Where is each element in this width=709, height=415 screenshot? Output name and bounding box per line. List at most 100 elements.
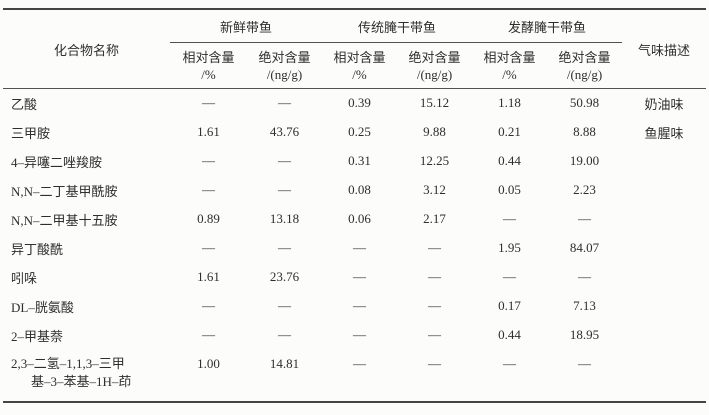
compound-name-cell: N,N–二丁基甲酰胺: [11, 183, 118, 199]
value-cell: 0.44: [498, 327, 521, 342]
odor-cell: [622, 292, 706, 321]
value-cell: 0.08: [348, 182, 371, 197]
table-row: N,N–二丁基甲酰胺 — — 0.08 3.12 0.05 2.23: [3, 176, 706, 205]
value-cell: —: [278, 153, 291, 168]
value-cell: 15.12: [397, 88, 473, 118]
value-cell: —: [278, 240, 291, 255]
sub-header-unit: /%: [502, 66, 517, 82]
value-cell: —: [278, 327, 291, 342]
value-cell: —: [353, 240, 367, 255]
value-cell: 1.95: [498, 240, 521, 255]
table-row: 乙酸 — — 0.39 15.12 1.18 50.98 奶油味: [3, 88, 707, 118]
sub-header-label: 相对含量: [333, 49, 386, 65]
compound-name-cell: N,N–二甲基十五胺: [11, 212, 118, 228]
sub-header-label: 相对含量: [483, 49, 536, 65]
odor-cell: 鱼腥味: [644, 125, 684, 141]
value-cell: 0.89: [197, 211, 220, 226]
column-header-fermented-absolute: 绝对含量 /(ng/g): [547, 43, 622, 89]
value-cell: —: [428, 298, 442, 313]
value-cell: —: [278, 182, 291, 197]
value-cell: —: [202, 182, 215, 197]
sub-header-label: 绝对含量: [408, 49, 461, 65]
table-row: 2,3–二氢–1,1,3–三甲 基–3–苯基–1H–茚 1.00 14.81 —…: [3, 350, 706, 402]
sub-header-unit: /(ng/g): [566, 66, 603, 82]
sub-header-unit: /(ng/g): [266, 66, 303, 82]
value-cell: 19.00: [569, 153, 600, 168]
value-cell: —: [578, 355, 592, 371]
odor-cell: [622, 205, 706, 234]
value-cell: 0.17: [498, 298, 521, 313]
value-cell: —: [578, 211, 592, 226]
value-cell: 2.17: [423, 211, 446, 226]
column-header-odor: 气味描述: [638, 42, 691, 58]
compound-name-cell: DL–胱氨酸: [11, 299, 74, 315]
value-cell: 13.18: [269, 211, 300, 226]
odor-cell: [622, 321, 706, 350]
compound-name-cell: 4–异噻二唑羧胺: [11, 154, 103, 170]
value-cell: 0.05: [498, 182, 521, 197]
value-cell: —: [202, 153, 215, 168]
odor-cell: [622, 234, 706, 263]
value-cell: 2.23: [573, 182, 596, 197]
value-cell: —: [428, 327, 442, 342]
table-row: 2–甲基萘 — — — — 0.44 18.95: [3, 321, 706, 350]
value-cell: 84.07: [569, 240, 600, 255]
value-cell: —: [353, 327, 367, 342]
value-cell: 43.76: [269, 124, 300, 139]
value-cell: 9.88: [423, 124, 446, 139]
odor-cell: [622, 263, 706, 292]
sub-header-label: 相对含量: [182, 49, 235, 65]
value-cell: 14.81: [269, 355, 300, 371]
column-header-traditional-absolute: 绝对含量 /(ng/g): [397, 43, 472, 89]
compound-name-line1: 2,3–二氢–1,1,3–三甲: [11, 355, 125, 371]
value-cell: —: [503, 355, 517, 371]
value-cell: 3.12: [423, 182, 446, 197]
value-cell: 23.76: [269, 269, 300, 284]
compound-content-table: 化合物名称 新鲜带鱼 传统腌干带鱼 发酵腌干带鱼 气味描述 相对含量 /% 绝对…: [3, 8, 707, 403]
value-cell: 7.13: [573, 298, 596, 313]
table-row: 三甲胺 1.61 43.76 0.25 9.88 0.21 8.88 鱼腥味: [3, 118, 706, 147]
sub-header-label: 绝对含量: [258, 49, 311, 65]
compound-name-cell: 吲哚: [11, 270, 38, 286]
value-cell: 0.31: [348, 153, 371, 168]
value-cell: —: [202, 240, 215, 255]
odor-cell: [622, 147, 706, 176]
table-row: N,N–二甲基十五胺 0.89 13.18 0.06 2.17 — —: [3, 205, 706, 234]
column-group-fermented: 发酵腌干带鱼: [472, 9, 623, 43]
value-cell: 8.88: [573, 124, 596, 139]
value-cell: —: [578, 269, 592, 284]
table-row: DL–胱氨酸 — — — — 0.17 7.13: [3, 292, 706, 321]
value-cell: —: [247, 88, 323, 118]
column-header-compound: 化合物名称: [53, 42, 119, 58]
odor-cell: 奶油味: [622, 88, 707, 118]
sub-header-label: 绝对含量: [558, 49, 611, 65]
column-header-fresh-relative: 相对含量 /%: [170, 43, 247, 89]
value-cell: —: [428, 240, 442, 255]
value-cell: 0.44: [498, 153, 521, 168]
value-cell: 0.06: [348, 211, 371, 226]
column-group-fresh: 新鲜带鱼: [170, 9, 323, 43]
value-cell: —: [353, 269, 367, 284]
value-cell: 12.25: [419, 153, 450, 168]
odor-cell: [622, 350, 706, 402]
value-cell: —: [353, 298, 367, 313]
table-row: 异丁酸酰 — — — — 1.95 84.07: [3, 234, 706, 263]
column-header-fermented-relative: 相对含量 /%: [472, 43, 547, 89]
value-cell: —: [278, 298, 291, 313]
group-header-row: 化合物名称 新鲜带鱼 传统腌干带鱼 发酵腌干带鱼 气味描述: [3, 9, 706, 58]
paper-table-page: 化合物名称 新鲜带鱼 传统腌干带鱼 发酵腌干带鱼 气味描述 相对含量 /% 绝对…: [0, 8, 709, 415]
value-cell: —: [353, 355, 367, 371]
value-cell: 1.00: [197, 355, 220, 371]
value-cell: —: [503, 269, 517, 284]
value-cell: 18.95: [569, 327, 600, 342]
value-cell: —: [202, 298, 215, 313]
column-group-traditional: 传统腌干带鱼: [322, 9, 473, 43]
value-cell: 1.61: [197, 269, 220, 284]
value-cell: —: [428, 355, 442, 371]
compound-name-cell: 乙酸: [3, 88, 170, 118]
value-cell: —: [170, 88, 247, 118]
value-cell: 1.18: [472, 88, 548, 118]
compound-name-cell: 2–甲基萘: [11, 328, 64, 344]
value-cell: 0.25: [348, 124, 371, 139]
value-cell: —: [202, 327, 215, 342]
